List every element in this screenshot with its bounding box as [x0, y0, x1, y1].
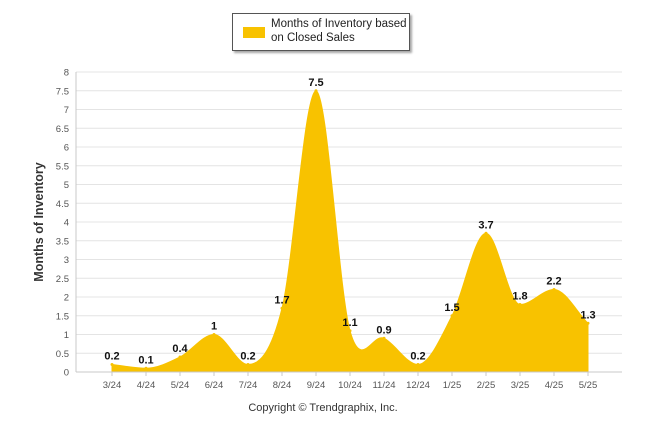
y-tick-labels: 0 0.5 1 1.5 2 2.5 3 3.5 4 4.5 5 5.5 6 6.5 7 7.5 8 [56, 68, 69, 379]
y-tick-label: 4 [64, 218, 69, 229]
data-point[interactable] [314, 89, 318, 93]
y-tick-label: 1 [64, 330, 69, 341]
x-tick-label: 4/25 [545, 380, 564, 391]
y-tick-label: 3.5 [56, 236, 69, 247]
data-label: 7.5 [308, 77, 323, 89]
y-tick-label: 0.5 [56, 349, 69, 360]
data-point[interactable] [450, 314, 454, 318]
x-tick-label: 12/24 [406, 380, 430, 391]
x-tick-label: 2/25 [477, 380, 496, 391]
data-point[interactable] [416, 363, 420, 366]
data-label: 2.2 [546, 276, 561, 288]
data-label: 0.4 [172, 343, 188, 355]
copyright-text: Copyright © Trendgraphix, Inc. [248, 402, 398, 414]
x-tick-label: 8/24 [273, 380, 292, 391]
legend-label: Months of Inventory based on Closed Sale… [271, 18, 407, 44]
data-label: 3.7 [478, 219, 493, 231]
x-tick-labels: 3/24 4/24 5/24 6/24 7/24 8/24 9/24 10/24 11/24 12… [103, 372, 598, 391]
x-tick-label: 7/24 [239, 380, 258, 391]
x-tick-label: 3/25 [511, 380, 530, 391]
legend[interactable]: Months of Inventory based on Closed Sale… [232, 13, 410, 51]
y-tick-label: 0 [64, 368, 69, 379]
y-tick-label: 2.5 [56, 274, 69, 285]
data-label: 1.5 [444, 302, 459, 314]
data-label: 1 [211, 321, 217, 333]
x-tick-label: 5/25 [579, 380, 598, 391]
legend-swatch [243, 27, 265, 38]
y-tick-label: 4.5 [56, 199, 69, 210]
data-point[interactable] [144, 366, 148, 370]
area-series [110, 89, 590, 373]
x-tick-label: 4/24 [137, 380, 156, 391]
data-label: 1.8 [512, 291, 527, 303]
data-point[interactable] [484, 231, 488, 235]
data-point[interactable] [348, 329, 352, 333]
y-tick-label: 1.5 [56, 311, 69, 322]
data-point[interactable] [178, 355, 182, 359]
data-label: 1.7 [274, 294, 289, 306]
data-label: 0.9 [376, 324, 391, 336]
data-point[interactable] [382, 336, 386, 340]
y-tick-label: 6.5 [56, 124, 69, 135]
data-point[interactable] [586, 321, 590, 325]
x-tick-label: 11/24 [372, 380, 395, 391]
x-tick-label: 1/25 [443, 380, 462, 391]
y-tick-label: 7 [64, 105, 69, 116]
y-tick-label: 3 [64, 255, 69, 266]
grid-lines [76, 71, 622, 373]
axes [75, 72, 622, 373]
x-tick-label: 3/24 [103, 380, 122, 391]
data-point[interactable] [280, 306, 284, 310]
data-point[interactable] [110, 363, 114, 366]
data-point[interactable] [552, 288, 556, 291]
x-tick-label: 9/24 [307, 380, 326, 391]
data-labels: 0.2 0.1 0.4 1 0.2 1.7 7.5 1.1 0.9 0.2 1.5 3.7 1.8 2.2… [104, 77, 595, 367]
x-tick-label: 10/24 [338, 380, 362, 391]
y-tick-label: 5 [64, 180, 69, 191]
data-point[interactable] [518, 303, 522, 306]
data-label: 0.1 [138, 354, 153, 366]
series-area [111, 90, 589, 373]
x-tick-label: 5/24 [171, 380, 190, 391]
data-label: 1.1 [342, 317, 357, 329]
x-tick-label: 6/24 [205, 380, 224, 391]
y-tick-label: 7.5 [56, 86, 69, 97]
data-point[interactable] [212, 333, 216, 336]
data-label: 0.2 [104, 351, 119, 363]
y-axis-title: Months of Inventory [32, 162, 46, 281]
data-label: 0.2 [240, 351, 255, 363]
data-point[interactable] [246, 363, 250, 366]
y-tick-label: 6 [64, 143, 69, 154]
y-tick-label: 8 [64, 68, 69, 79]
data-label: 0.2 [410, 351, 425, 363]
y-tick-label: 2 [64, 293, 69, 304]
data-label: 1.3 [580, 309, 595, 321]
y-tick-label: 5.5 [56, 161, 69, 172]
